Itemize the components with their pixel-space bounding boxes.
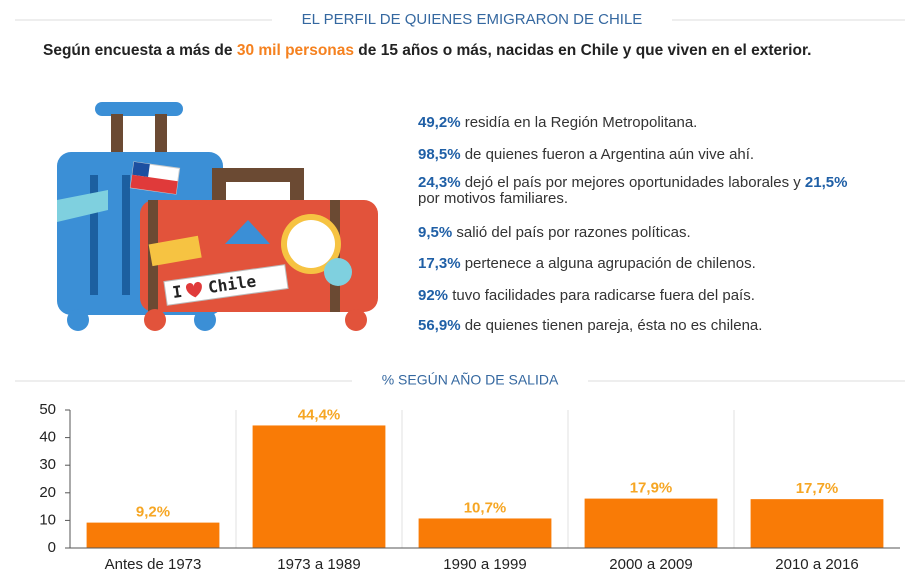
text-run: 17,3%	[418, 255, 461, 272]
bar	[87, 523, 220, 548]
x-tick-label: 1973 a 1989	[277, 556, 360, 573]
x-tick-label: 1990 a 1999	[443, 556, 526, 573]
fact: 24,3% dejó el país por mejores oportunid…	[418, 175, 858, 207]
text-run: de 15 años o más, nacidas en Chile y que…	[354, 42, 811, 59]
text-run: de quienes fueron a Argentina aún vive a…	[461, 146, 755, 163]
y-tick-label: 0	[48, 539, 56, 556]
y-tick-label: 50	[39, 401, 56, 418]
suitcase-illustration: I Chile	[57, 102, 378, 331]
text-run: 9,5%	[418, 224, 452, 241]
value-label: 17,9%	[630, 480, 673, 497]
text-run: tuvo facilidades para radicarse fuera de…	[448, 287, 755, 304]
text-run: 56,9%	[418, 317, 461, 334]
text-run: dejó el país por mejores oportunidades l…	[461, 174, 805, 191]
bar	[585, 499, 718, 548]
value-label: 17,7%	[796, 480, 839, 497]
bar	[419, 518, 552, 548]
y-tick-label: 20	[39, 484, 56, 501]
fact: 56,9% de quienes tienen pareja, ésta no …	[418, 318, 858, 334]
value-label: 44,4%	[298, 406, 341, 423]
y-tick-label: 30	[39, 456, 56, 473]
text-run: 30 mil personas	[237, 42, 354, 59]
text-run: 21,5%	[805, 174, 848, 191]
fact: 9,5% salió del país por razones política…	[418, 225, 858, 241]
y-tick-label: 10	[39, 511, 56, 528]
fact: 49,2% residía en la Región Metropolitana…	[418, 115, 858, 131]
fact: 92% tuvo facilidades para radicarse fuer…	[418, 288, 858, 304]
bar	[253, 425, 386, 548]
header-title: EL PERFIL DE QUIENES EMIGRARON DE CHILE	[302, 11, 643, 28]
y-tick-label: 40	[39, 429, 56, 446]
text-run: salió del país por razones políticas.	[452, 224, 690, 241]
page: EL PERFIL DE QUIENES EMIGRARON DE CHILE …	[0, 0, 911, 577]
subtitle: Según encuesta a más de 30 mil personas …	[43, 40, 903, 62]
value-label: 10,7%	[464, 499, 507, 516]
value-label: 9,2%	[136, 504, 170, 521]
x-tick-label: Antes de 1973	[105, 556, 202, 573]
text-run: 24,3%	[418, 174, 461, 191]
text-run: pertenece a alguna agrupación de chileno…	[461, 255, 756, 272]
text-run: de quienes tienen pareja, ésta no es chi…	[461, 317, 763, 334]
text-run: 92%	[418, 287, 448, 304]
x-tick-label: 2010 a 2016	[775, 556, 858, 573]
chart-title: % SEGÚN AÑO DE SALIDA	[382, 372, 559, 388]
x-tick-label: 2000 a 2009	[609, 556, 692, 573]
text-run: 49,2%	[418, 114, 461, 131]
text-run: por motivos familiares.	[418, 190, 568, 207]
fact: 98,5% de quienes fueron a Argentina aún …	[418, 147, 858, 163]
text-run: residía en la Región Metropolitana.	[461, 114, 698, 131]
text-run: 98,5%	[418, 146, 461, 163]
text-run: Según encuesta a más de	[43, 42, 237, 59]
fact: 17,3% pertenece a alguna agrupación de c…	[418, 256, 858, 272]
bar	[751, 499, 884, 548]
